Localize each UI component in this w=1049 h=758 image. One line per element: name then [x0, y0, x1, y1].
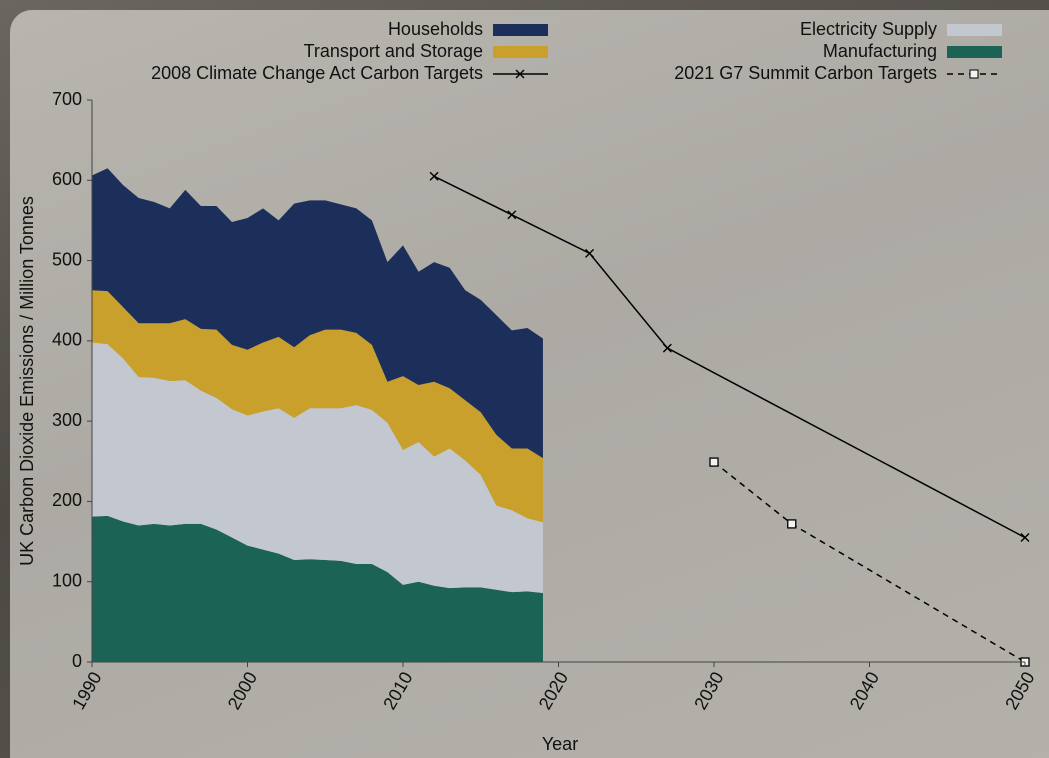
legend-swatch	[493, 46, 548, 58]
legend-label: Manufacturing	[823, 41, 937, 61]
y-tick-label: 300	[52, 410, 82, 430]
legend-swatch	[493, 24, 548, 36]
x-axis-label: Year	[542, 734, 578, 754]
chart: Year UK Carbon Dioxide Emissions / Milli…	[0, 0, 1049, 758]
page: {"chart_data":{"type":"area","stacked":t…	[0, 0, 1049, 758]
legend-swatch	[947, 46, 1002, 58]
legend-label: Households	[388, 19, 483, 39]
legend-label: Electricity Supply	[800, 19, 937, 39]
legend-marker	[970, 70, 978, 78]
legend-label: 2008 Climate Change Act Carbon Targets	[151, 63, 483, 83]
y-tick-label: 500	[52, 249, 82, 269]
legend-label: Transport and Storage	[304, 41, 483, 61]
y-axis-label: UK Carbon Dioxide Emissions / Million To…	[17, 196, 37, 566]
y-tick-label: 700	[52, 89, 82, 109]
y-tick-label: 200	[52, 490, 82, 510]
y-tick-label: 400	[52, 330, 82, 350]
y-tick-label: 0	[72, 651, 82, 671]
y-tick-label: 100	[52, 570, 82, 590]
legend-swatch	[947, 24, 1002, 36]
marker	[788, 520, 796, 528]
legend-label: 2021 G7 Summit Carbon Targets	[674, 63, 937, 83]
marker	[710, 458, 718, 466]
y-tick-label: 600	[52, 169, 82, 189]
